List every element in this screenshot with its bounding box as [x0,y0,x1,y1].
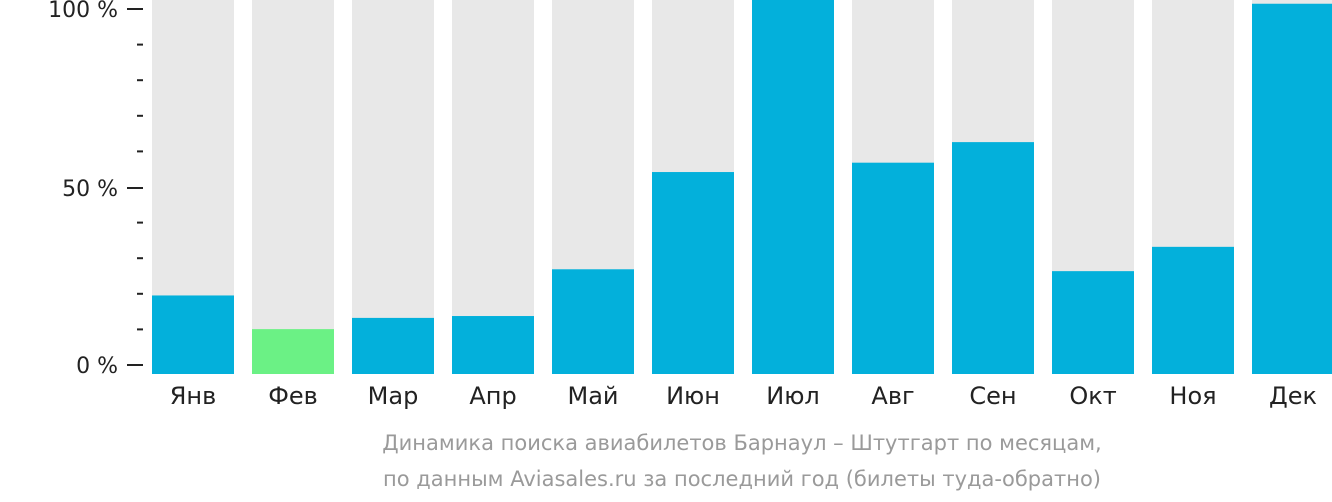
bar-track [252,0,334,374]
bar [752,0,834,374]
category-label: Апр [469,382,516,410]
bar [1252,3,1332,375]
y-axis-minor-ticks [137,43,143,331]
category-label: Окт [1069,382,1116,410]
bar-chart: 100 % 50 % 0 % Янв Фев Мар Апр Май Июн Июл Авг С… [48,0,1332,410]
bar-track [452,0,534,374]
category-label: Фев [268,382,318,410]
category-label: Мар [368,382,419,410]
bar [652,172,734,374]
bar [852,162,934,374]
category-label: Авг [871,382,914,410]
category-label: Дек [1269,382,1317,410]
category-label: Сен [969,382,1016,410]
bar [352,317,434,374]
category-label: Июл [766,382,820,410]
bar [1152,246,1234,374]
bar [152,295,234,374]
category-label: Янв [170,382,217,410]
y-tick-label-0: 0 % [76,354,118,379]
y-tick-label-100: 100 % [48,0,118,23]
category-label: Ноя [1169,382,1216,410]
category-label: Июн [666,382,720,410]
bar [452,316,534,374]
chart-caption-line-2: по данным Aviasales.ru за последний год … [383,467,1101,491]
bar [552,269,634,374]
bar [952,142,1034,374]
y-tick-label-50: 50 % [62,177,118,202]
bar [252,329,334,374]
bar-track [352,0,434,374]
chart-caption-line-1: Динамика поиска авиабилетов Барнаул – Шт… [382,431,1102,455]
category-labels: Янв Фев Мар Апр Май Июн Июл Авг Сен Окт Ноя Дек [170,382,1317,410]
bars [152,0,1332,375]
category-label: Май [567,382,618,410]
bar [1052,271,1134,374]
